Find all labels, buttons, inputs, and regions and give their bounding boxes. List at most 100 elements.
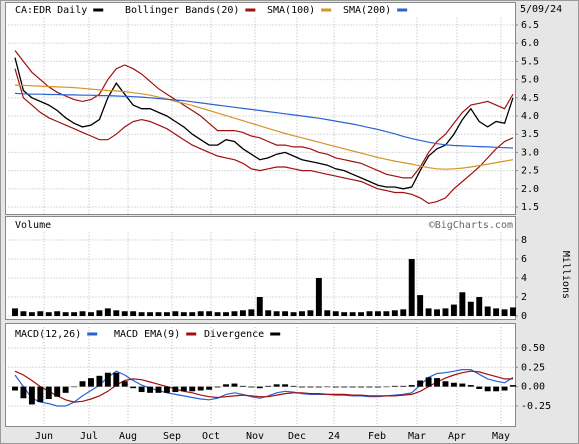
bar xyxy=(37,386,44,403)
series-line xyxy=(14,68,514,205)
bar xyxy=(341,386,348,388)
bar xyxy=(88,312,94,316)
bar xyxy=(197,386,204,391)
bar xyxy=(206,311,213,316)
bar xyxy=(273,311,280,316)
y-tick-label: 3.0 xyxy=(521,147,539,158)
bar xyxy=(391,385,398,387)
x-tick-label: May xyxy=(492,431,510,442)
x-tick-label: Aug xyxy=(119,431,137,442)
bar xyxy=(282,311,289,316)
x-tick-label: Jul xyxy=(80,431,98,442)
bar xyxy=(501,386,508,391)
bar xyxy=(88,378,94,387)
bar xyxy=(147,312,154,316)
bar xyxy=(450,304,457,316)
bar xyxy=(442,308,449,316)
bar xyxy=(180,312,187,316)
bar xyxy=(79,381,86,387)
bar xyxy=(155,386,162,393)
bar xyxy=(484,386,491,392)
bar xyxy=(493,386,500,392)
bar xyxy=(45,386,52,400)
price-panel xyxy=(5,2,516,215)
y-tick-label: 0 xyxy=(521,311,527,322)
bar xyxy=(62,386,69,393)
bar xyxy=(189,386,196,392)
bar xyxy=(79,311,86,316)
bar xyxy=(231,383,238,387)
bar xyxy=(400,385,407,387)
y-tick-label: 0.00 xyxy=(521,382,545,393)
y-tick-label: 4.5 xyxy=(521,93,539,104)
bar xyxy=(307,310,314,316)
bar xyxy=(510,307,516,316)
y-tick-label: 4.0 xyxy=(521,111,539,122)
bar xyxy=(349,312,356,316)
bar xyxy=(493,308,500,316)
bar xyxy=(417,380,424,387)
bar xyxy=(12,308,18,316)
bar xyxy=(180,386,187,392)
bar xyxy=(417,295,424,316)
bar xyxy=(12,386,18,391)
bar xyxy=(113,372,120,387)
bar xyxy=(121,311,128,316)
x-tick-label: Mar xyxy=(408,431,426,442)
bar xyxy=(104,308,111,316)
bar xyxy=(71,386,78,388)
x-tick-label: Apr xyxy=(448,431,466,442)
bar xyxy=(383,311,390,316)
date: 5/09/24 xyxy=(520,4,562,15)
y-tick-label: -0.25 xyxy=(521,401,551,412)
bar xyxy=(20,311,27,316)
y-tick-label: 8 xyxy=(521,235,527,246)
bar xyxy=(54,311,61,316)
bar xyxy=(299,311,305,316)
bar xyxy=(459,292,466,316)
bar xyxy=(434,309,440,316)
bar xyxy=(374,386,381,388)
bar xyxy=(206,386,213,390)
bar xyxy=(510,385,516,387)
bar xyxy=(256,386,263,389)
bar xyxy=(147,386,154,393)
x-tick-label: Oct xyxy=(202,431,220,442)
bar xyxy=(62,312,69,316)
legend-label: Bollinger Bands(20) xyxy=(125,5,239,16)
bar xyxy=(197,311,204,316)
bar xyxy=(442,381,449,387)
bar xyxy=(54,386,61,397)
bar xyxy=(138,312,145,316)
watermark: ©BigCharts.com xyxy=(429,220,513,231)
bar xyxy=(366,386,373,388)
bar xyxy=(324,310,331,316)
bar xyxy=(239,310,246,316)
x-tick-label: Nov xyxy=(246,431,264,442)
series-line xyxy=(14,84,514,170)
bar xyxy=(290,312,297,316)
bar xyxy=(315,386,322,388)
bar xyxy=(223,384,229,387)
bar xyxy=(467,301,474,316)
legend-label: SMA(100) xyxy=(267,5,315,16)
bar xyxy=(248,309,255,316)
bar xyxy=(155,312,162,316)
bar xyxy=(332,386,339,388)
bar xyxy=(349,386,356,388)
volume-title: Volume xyxy=(15,220,51,231)
bar xyxy=(189,312,196,316)
bar xyxy=(130,311,137,316)
bar xyxy=(172,311,179,316)
bar xyxy=(501,309,508,316)
bar xyxy=(256,297,263,316)
bar xyxy=(172,386,179,393)
bar xyxy=(282,384,289,387)
y-tick-label: 5.0 xyxy=(521,75,539,86)
bar xyxy=(96,375,103,387)
bar xyxy=(324,386,331,388)
bar xyxy=(138,386,145,393)
bar xyxy=(341,312,348,316)
bar xyxy=(130,386,137,389)
